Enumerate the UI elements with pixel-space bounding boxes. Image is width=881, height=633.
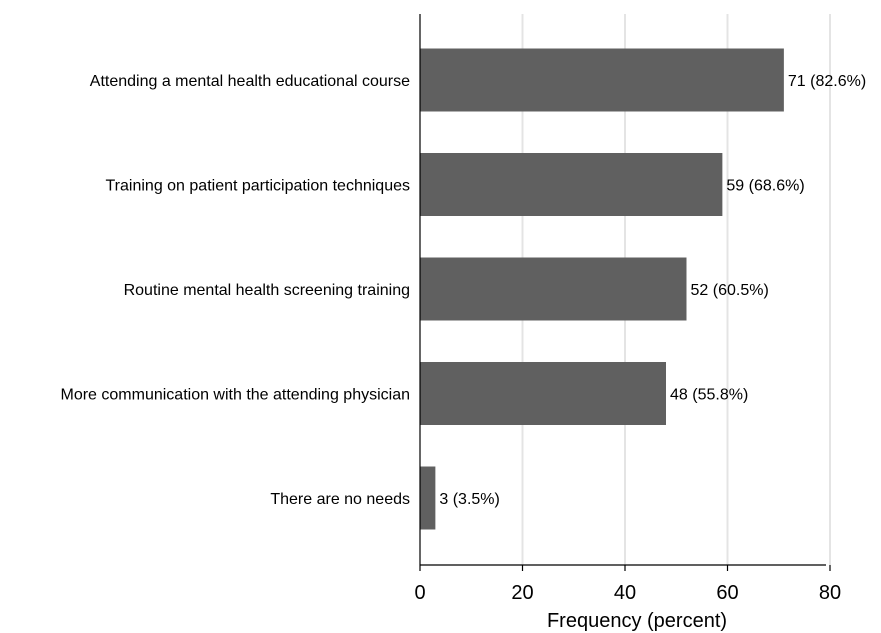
category-label: Routine mental health screening training: [124, 282, 410, 299]
data-label: 52 (60.5%): [691, 282, 769, 299]
bar: [420, 257, 687, 321]
axes: [419, 14, 826, 566]
x-tick-label: 40: [614, 582, 636, 604]
bar: [420, 466, 436, 530]
data-label: 3 (3.5%): [439, 491, 499, 508]
bar: [420, 362, 666, 425]
data-label: 59 (68.6%): [726, 178, 804, 195]
x-tick-label: 80: [819, 582, 841, 604]
x-tick-label: 20: [511, 582, 533, 604]
bar: [420, 48, 784, 112]
x-axis-ticks: 0 20 40 60 80: [414, 565, 841, 604]
category-label: More communication with the attending ph…: [60, 387, 410, 404]
category-label: Attending a mental health educational co…: [90, 73, 410, 90]
data-label: 71 (82.6%): [788, 73, 866, 90]
x-axis-title: Frequency (percent): [547, 610, 727, 632]
data-labels: 71 (82.6%) 59 (68.6%) 52 (60.5%) 48 (55.8%)…: [439, 73, 866, 508]
bars: [420, 48, 784, 530]
x-tick-label: 60: [716, 582, 738, 604]
x-tick-label: 0: [414, 582, 425, 604]
category-label: There are no needs: [270, 491, 410, 508]
bar: [420, 153, 723, 216]
data-label: 48 (55.8%): [670, 387, 748, 404]
category-label: Training on patient participation techni…: [106, 178, 411, 195]
category-labels: Attending a mental health educational co…: [60, 73, 410, 508]
